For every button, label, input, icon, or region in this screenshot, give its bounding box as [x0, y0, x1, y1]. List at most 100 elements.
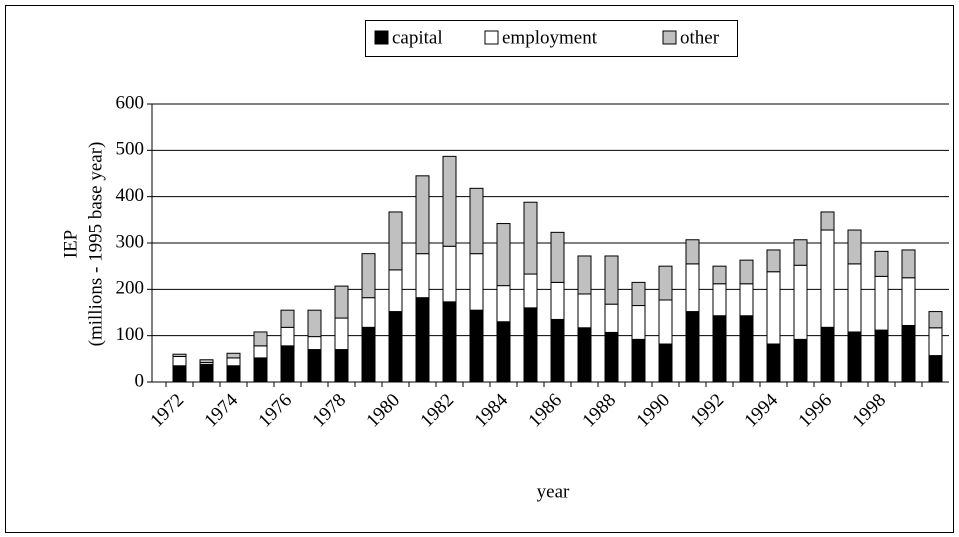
bar-segment — [847, 263, 862, 333]
bar-segment — [901, 249, 916, 279]
bar-segment — [496, 285, 511, 323]
legend-label: capital — [392, 27, 443, 48]
bar-segment — [739, 315, 754, 383]
y-axis-title: IEP — [60, 230, 81, 259]
bar-segment — [793, 239, 808, 266]
bar-segment — [469, 309, 484, 383]
bar-segment — [739, 283, 754, 317]
bar-segment — [280, 345, 295, 383]
bar-segment — [415, 297, 430, 383]
bar-segment — [280, 326, 295, 347]
bar-segment — [334, 317, 349, 351]
bar-segment — [469, 187, 484, 255]
bar-segment — [226, 352, 241, 359]
bar-segment — [307, 349, 322, 383]
bar-segment — [685, 239, 700, 265]
bar-segment — [226, 357, 241, 367]
bar-segment — [226, 365, 241, 383]
bar-segment — [577, 255, 592, 295]
bar-segment — [550, 318, 565, 383]
bar-segment — [685, 311, 700, 383]
bar-segment — [739, 259, 754, 285]
bar-segment — [307, 336, 322, 351]
legend-swatch — [484, 30, 499, 45]
bar-segment — [469, 253, 484, 311]
y-tick-label: 500 — [116, 139, 145, 160]
bar-segment — [415, 175, 430, 255]
bar-segment — [388, 211, 403, 271]
bar-segment — [631, 281, 646, 307]
bar-segment — [901, 324, 916, 383]
legend-label: other — [680, 27, 720, 48]
bar-segment — [172, 353, 187, 358]
bar-segment — [577, 293, 592, 329]
y-tick-label: 200 — [116, 278, 145, 299]
y-axis-subtitle: (millions - 1995 base year) — [85, 142, 106, 347]
legend-swatch — [374, 30, 389, 45]
bar-segment — [820, 211, 835, 231]
bar-segment — [523, 307, 538, 383]
bar-segment — [361, 326, 376, 383]
bar-segment — [820, 229, 835, 328]
bar-segment — [361, 297, 376, 328]
bar-segment — [847, 331, 862, 383]
bar-segment — [334, 285, 349, 319]
bar-segment — [685, 263, 700, 313]
bar-segment — [712, 265, 727, 285]
legend-label: employment — [502, 27, 598, 48]
bar-segment — [199, 359, 214, 364]
bar-segment — [415, 253, 430, 299]
bar-segment — [658, 265, 673, 301]
bar-segment — [550, 281, 565, 320]
bar-segment — [874, 275, 889, 331]
y-tick-label: 400 — [116, 185, 145, 206]
y-tick-label: 600 — [116, 92, 145, 113]
bar-segment — [577, 327, 592, 383]
bar-segment — [820, 326, 835, 383]
bar-segment — [901, 277, 916, 326]
bar-segment — [874, 329, 889, 383]
bar-segment — [253, 331, 268, 347]
bar-segment — [496, 223, 511, 287]
bar-segment — [442, 245, 457, 303]
bar-segment — [253, 345, 268, 359]
bar-segment — [172, 365, 187, 383]
bar-segment — [307, 309, 322, 338]
bar-segment — [793, 338, 808, 383]
bar-segment — [604, 331, 619, 383]
bar-segment — [793, 264, 808, 340]
bar-segment — [712, 315, 727, 383]
bar-segment — [388, 311, 403, 383]
bar-segment — [766, 343, 781, 383]
y-tick-label: 300 — [116, 231, 145, 252]
bar-segment — [199, 363, 214, 383]
bar-segment — [766, 271, 781, 345]
bar-segment — [442, 155, 457, 247]
bar-segment — [280, 309, 295, 328]
bar-segment — [604, 255, 619, 305]
bar-segment — [361, 253, 376, 299]
bar-segment — [712, 283, 727, 317]
legend-swatch — [662, 30, 677, 45]
bar-segment — [658, 299, 673, 345]
y-tick-label: 100 — [116, 324, 145, 345]
bar-segment — [523, 273, 538, 309]
bar-segment — [523, 201, 538, 275]
bar-segment — [388, 269, 403, 313]
bar-segment — [874, 250, 889, 277]
bar-segment — [496, 321, 511, 383]
bar-segment — [631, 338, 646, 383]
x-axis-title: year — [537, 481, 570, 502]
bar-segment — [928, 355, 943, 383]
bar-segment — [550, 231, 565, 283]
bar-segment — [172, 356, 187, 367]
bar-segment — [631, 305, 646, 340]
y-tick-label: 0 — [135, 370, 145, 391]
bar-segment — [604, 303, 619, 333]
bar-segment — [253, 357, 268, 383]
bar-segment — [766, 249, 781, 273]
bar-segment — [658, 343, 673, 383]
bar-segment — [928, 311, 943, 329]
